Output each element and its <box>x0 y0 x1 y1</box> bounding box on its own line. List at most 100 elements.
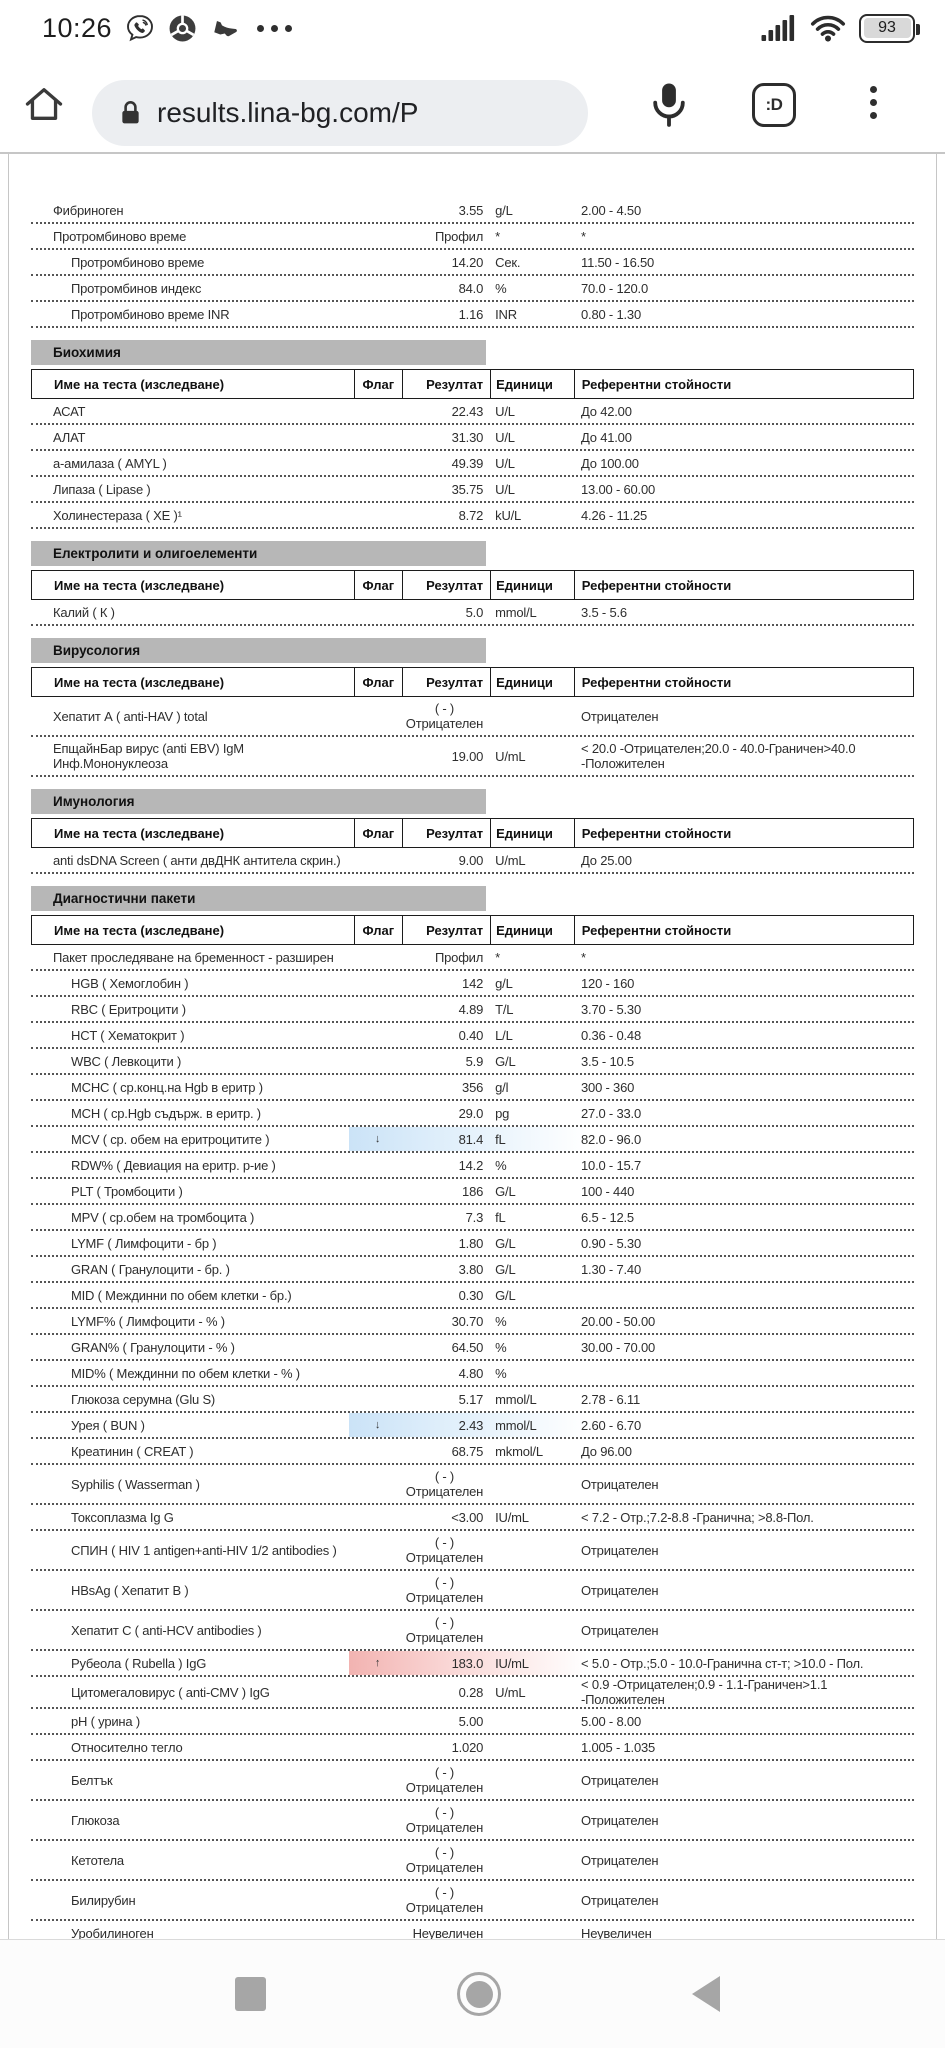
test-name-cell: PLT ( Тромбоцити ) <box>71 1183 183 1199</box>
reference-cell: 3.5 - 10.5 <box>581 1053 634 1069</box>
result-row: Липаза ( Lipase ) 35.75 U/L 13.00 - 60.00 <box>31 477 914 503</box>
section-title: Биохимия <box>31 340 486 365</box>
test-name-cell: ЕпщайнБар вирус (anti EBV) IgM Инф.Монону… <box>53 741 244 771</box>
column-header-result: Резултат <box>402 916 490 944</box>
test-name-cell: GRAN% ( Гранулоцити - % ) <box>71 1339 235 1355</box>
result-cell: 84.0 <box>458 280 484 296</box>
battery-percent: 93 <box>878 19 896 36</box>
test-name-cell: HCT ( Хематокрит ) <box>71 1027 185 1043</box>
reference-cell: 82.0 - 96.0 <box>581 1131 641 1147</box>
units-cell: fL <box>495 1131 506 1147</box>
units-cell: g/L <box>495 975 513 991</box>
reference-cell: Отрицателен <box>581 1892 659 1908</box>
reference-cell: 4.26 - 11.25 <box>581 507 648 523</box>
units-cell: mkmol/L <box>495 1443 543 1459</box>
reference-cell: Отрицателен <box>581 1476 659 1492</box>
reference-cell: < 7.2 - Отр.;7.2-8.8 -Гранична; >8.8-Пол… <box>581 1509 814 1525</box>
arrow-down-flag-icon: ↓ <box>374 1419 381 1431</box>
home-nav-button[interactable] <box>457 1972 501 2016</box>
result-cell: 0.40 <box>458 1027 484 1043</box>
reference-cell: Отрицателен <box>581 1812 659 1828</box>
cellular-signal-icon <box>760 14 797 42</box>
test-name-cell: Глюкоза <box>71 1812 120 1828</box>
test-name-cell: Урея ( BUN ) <box>71 1417 145 1433</box>
reference-cell: < 5.0 - Отр.;5.0 - 10.0-Гранична ст-т; >… <box>581 1655 864 1671</box>
units-cell: % <box>495 1313 507 1329</box>
units-cell: U/mL <box>495 748 526 764</box>
test-name-cell: MPV ( ср.обем на тромбоцита ) <box>71 1209 255 1225</box>
result-row: ЕпщайнБар вирус (anti EBV) IgM Инф.Монону… <box>31 737 914 777</box>
home-button[interactable] <box>22 82 66 126</box>
table-header-row: Име на теста (изследване) Флаг Резултат Еди… <box>31 818 914 848</box>
back-button[interactable] <box>692 1976 720 2012</box>
reference-cell: < 0.9 -Отрицателен;0.9 - 1.1-Граничен>1.… <box>581 1677 828 1707</box>
test-name-cell: Протромбиново време <box>71 254 205 270</box>
units-cell: * <box>495 949 500 965</box>
section-title: Диагностични пакети <box>31 886 486 911</box>
recents-button[interactable] <box>235 1977 266 2011</box>
reference-cell: 27.0 - 33.0 <box>581 1105 641 1121</box>
column-header-name: Име на теста (изследване) <box>54 922 225 938</box>
test-name-cell: Рубеола ( Rubella ) IgG <box>71 1655 207 1671</box>
result-cell: 29.0 <box>458 1105 484 1121</box>
result-row: PLT ( Тромбоцити ) 186 G/L 100 - 440 <box>31 1179 914 1205</box>
result-row: GRAN ( Гранулоцити - бр. ) 3.80 G/L 1.30 - … <box>31 1257 914 1283</box>
test-name-cell: Хепатит А ( anti-HAV ) total <box>53 708 208 724</box>
result-row: Глюкоза серумна (Glu S) 5.17 mmol/L 2.78 - … <box>31 1387 914 1413</box>
result-cell: 31.30 <box>451 429 484 445</box>
units-cell: G/L <box>495 1235 516 1251</box>
result-cell: ( - ) Отрицателен <box>405 1885 484 1915</box>
table-header-row: Име на теста (изследване) Флаг Резултат Еди… <box>31 667 914 697</box>
result-row: pH ( урина ) 5.00 5.00 - 8.00 <box>31 1709 914 1735</box>
result-row: anti dsDNA Screen ( анти двДНК антитела … <box>31 848 914 874</box>
result-row: LYMF% ( Лимфоцити - % ) 30.70% 20.00 - 50.… <box>31 1309 914 1335</box>
result-cell: 2.43 <box>458 1417 484 1433</box>
reference-cell: Отрицателен <box>581 1852 659 1868</box>
result-cell: 1.020 <box>451 1739 484 1755</box>
lab-report-sheet: Фибриноген 3.55 g/L 2.00 - 4.50 Протромбинов… <box>8 154 937 1939</box>
more-notifications-icon <box>257 24 293 32</box>
voice-search-button[interactable] <box>648 82 690 128</box>
test-name-cell: WBC ( Левкоцити ) <box>71 1053 182 1069</box>
result-row: Хепатит А ( anti-HAV ) total ( - ) Отрицат… <box>31 697 914 737</box>
tab-switcher-button[interactable]: :D <box>752 83 796 127</box>
column-header-units: Единици <box>490 819 574 847</box>
units-cell: G/L <box>495 1287 516 1303</box>
column-header-reference: Референтни стойности <box>573 370 913 398</box>
test-name-cell: Кетотела <box>71 1852 124 1868</box>
url-bar[interactable]: results.lina-bg.com/P <box>92 80 588 146</box>
column-header-units: Единици <box>490 916 574 944</box>
column-header-result: Резултат <box>402 370 490 398</box>
browser-menu-button[interactable] <box>862 82 885 123</box>
test-name-cell: Протромбиново време INR <box>71 306 230 322</box>
column-header-flag: Флаг <box>353 916 402 944</box>
table-header-row: Име на теста (изследване) Флаг Резултат Еди… <box>31 915 914 945</box>
units-cell: U/mL <box>495 1684 526 1700</box>
test-name-cell: Калий ( К ) <box>53 604 115 620</box>
column-header-name: Име на теста (изследване) <box>54 674 225 690</box>
clock: 10:26 <box>42 12 113 43</box>
test-name-cell: Пакет проследяване на бременност - разши… <box>53 949 334 965</box>
result-row: HCT ( Хематокрит ) 0.40 L/L 0.36 - 0.48 <box>31 1023 914 1049</box>
result-row: Калий ( К ) 5.0 mmol/L 3.5 - 5.6 <box>31 600 914 626</box>
result-cell: 142 <box>462 975 484 991</box>
column-header-units: Единици <box>490 571 574 599</box>
column-header-reference: Референтни стойности <box>573 819 913 847</box>
units-cell: mmol/L <box>495 1391 537 1407</box>
result-row: Креатинин ( CREAT ) 68.75 mkmol/L До 96.00 <box>31 1439 914 1465</box>
result-row: WBC ( Левкоцити ) 5.9 G/L 3.5 - 10.5 <box>31 1049 914 1075</box>
result-cell: 5.00 <box>458 1713 484 1729</box>
result-cell: 186 <box>462 1183 484 1199</box>
column-header-units: Единици <box>490 668 574 696</box>
units-cell: L/L <box>495 1027 513 1043</box>
result-cell: ( - ) Отрицателен <box>405 1805 484 1835</box>
reference-cell: До 100.00 <box>581 455 639 471</box>
units-cell: U/L <box>495 429 515 445</box>
flag-cell: ↓ <box>353 1419 402 1431</box>
result-cell: 68.75 <box>451 1443 484 1459</box>
shoe-notification-icon <box>210 15 240 41</box>
result-cell: 19.00 <box>451 748 484 764</box>
result-cell: 14.20 <box>451 254 484 270</box>
test-name-cell: Относително тегло <box>71 1739 183 1755</box>
units-cell: * <box>495 228 500 244</box>
